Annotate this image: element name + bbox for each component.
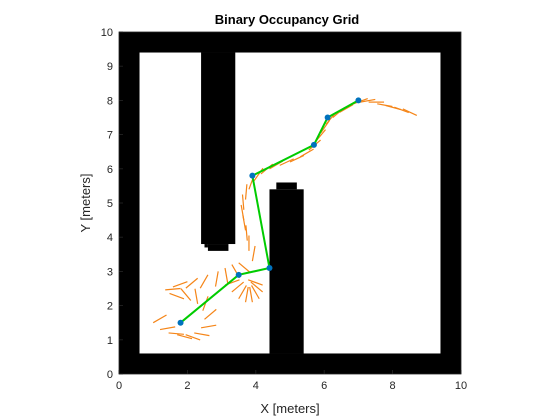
obstacle-boundary-top: [119, 32, 461, 53]
y-tick-label-4: 4: [107, 232, 113, 244]
obstacle-boundary-bottom: [119, 353, 461, 374]
y-tick-label-1: 1: [107, 335, 113, 347]
trajectory-sample-19: [238, 262, 251, 274]
waypoint-3: [249, 172, 256, 179]
trajectory-sample-28: [251, 245, 256, 262]
waypoint-2: [266, 264, 273, 271]
y-axis-ticks: 0 1 2 3 4 5 6 7 8 9 10: [101, 27, 123, 381]
trajectory-sample-25: [251, 285, 260, 300]
y-axis-label: Y [meters]: [78, 173, 93, 232]
trajectory-sample-39: [279, 158, 294, 166]
waypoints-layer: [177, 97, 362, 326]
trajectory-sample-23: [244, 286, 249, 303]
trajectory-sample-2: [168, 332, 184, 335]
x-axis-ticks: 0 2 4 6 8 10: [116, 370, 467, 392]
obstacles-layer: [119, 32, 461, 374]
x-tick-label-0: 0: [116, 380, 122, 392]
obstacle-upper-wall-notch-left: [204, 244, 208, 248]
trajectory-sample-21: [231, 281, 245, 293]
x-axis-label: X [meters]: [260, 401, 319, 416]
plot-area: [118, 31, 462, 375]
trajectory-sample-33: [241, 194, 245, 210]
waypoint-4: [310, 141, 317, 148]
y-tick-label-6: 6: [107, 164, 113, 176]
trajectory-sample-15: [199, 274, 209, 289]
trajectory-sample-1: [159, 326, 176, 331]
trajectory-sample-30: [245, 225, 248, 241]
waypoint-6: [355, 97, 362, 104]
trajectory-sample-10: [180, 288, 192, 301]
obstacle-lower-wall-top: [276, 182, 297, 190]
trajectory-sample-17: [224, 267, 229, 284]
waypoint-0: [177, 319, 184, 326]
trajectory-sample-7: [204, 308, 217, 320]
obstacle-upper-wall: [201, 52, 236, 245]
x-tick-label-2: 4: [253, 380, 259, 392]
x-tick-label-3: 6: [321, 380, 327, 392]
trajectory-sample-5: [194, 332, 210, 337]
trajectory-layer: [152, 97, 418, 341]
trajectory-sample-26: [250, 281, 264, 293]
trajectory-sample-50: [360, 98, 376, 103]
x-tick-label-1: 2: [184, 380, 190, 392]
trajectory-sample-41: [299, 148, 314, 158]
obstacle-boundary-left: [119, 32, 140, 374]
waypoint-1: [235, 271, 242, 278]
trajectory-sample-0: [152, 314, 167, 324]
trajectory-sample-16: [214, 271, 219, 287]
trajectory-sample-24: [249, 286, 253, 303]
y-tick-label-3: 3: [107, 266, 113, 278]
y-tick-label-2: 2: [107, 301, 113, 313]
trajectory-sample-54: [394, 106, 409, 114]
chart-title: Binary Occupancy Grid: [215, 12, 360, 27]
trajectory-sample-6: [200, 324, 217, 329]
obstacle-boundary-right: [440, 32, 461, 374]
y-tick-label-10: 10: [101, 27, 113, 39]
x-tick-label-4: 8: [390, 380, 396, 392]
trajectory-sample-4: [185, 334, 201, 341]
trajectory-sample-12: [165, 287, 181, 291]
y-tick-label-0: 0: [107, 369, 113, 381]
trajectory-sample-13: [172, 281, 188, 288]
trajectory-sample-11: [169, 292, 185, 300]
y-tick-label-9: 9: [107, 61, 113, 73]
x-tick-label-5: 10: [455, 380, 467, 392]
y-tick-label-5: 5: [107, 198, 113, 210]
trajectory-sample-47: [339, 104, 354, 113]
obstacle-lower-wall: [269, 189, 304, 354]
y-tick-label-7: 7: [107, 130, 113, 142]
trajectory-sample-27: [247, 279, 263, 286]
trajectory-sample-3: [176, 334, 193, 340]
trajectory-sample-32: [240, 204, 245, 221]
trajectory-sample-34: [244, 184, 248, 200]
y-tick-label-8: 8: [107, 95, 113, 107]
obstacle-upper-wall-tip: [207, 244, 229, 251]
trajectory-sample-22: [238, 285, 247, 300]
waypoint-5: [324, 114, 331, 121]
trajectory-sample-9: [194, 288, 199, 304]
trajectory-sample-14: [185, 277, 199, 289]
trajectory-sample-55: [402, 108, 418, 116]
